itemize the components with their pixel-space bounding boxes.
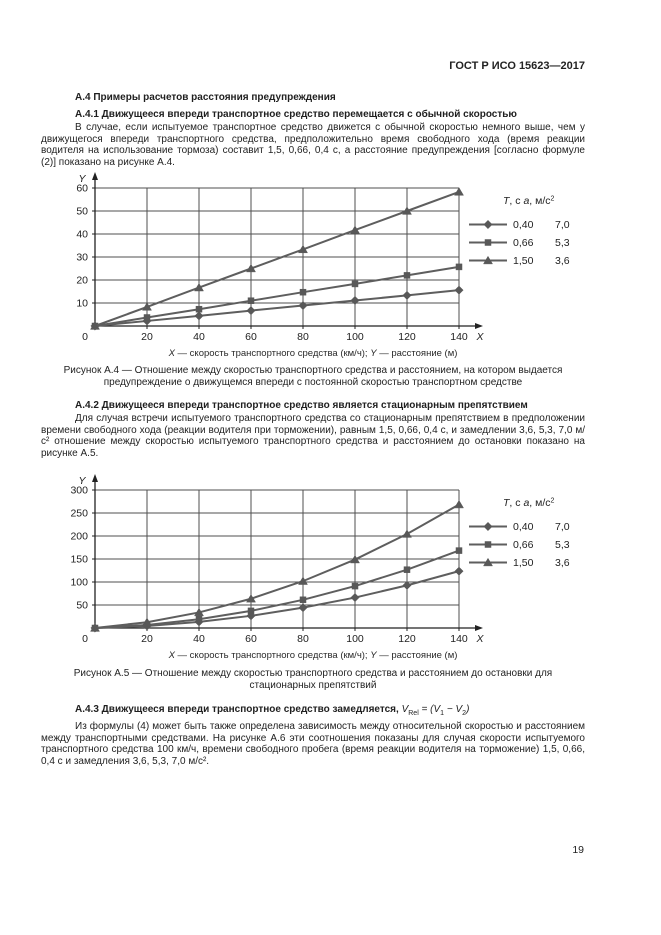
section-a41-paragraph: В случае, если испытуемое транспортное с… bbox=[41, 122, 585, 168]
svg-text:30: 30 bbox=[76, 252, 88, 264]
svg-text:140: 140 bbox=[450, 331, 468, 343]
svg-text:40: 40 bbox=[76, 229, 88, 241]
svg-text:80: 80 bbox=[297, 633, 309, 645]
figure-a5-caption: Рисунок А.5 — Отношение между скоростью … bbox=[73, 668, 553, 692]
figure-a5-axis-note: X — скорость транспортного средства (км/… bbox=[41, 650, 585, 662]
axis-x-description: — скорость транспортного средства (км/ч)… bbox=[174, 348, 371, 360]
svg-text:T, с a, м/с2: T, с a, м/с2 bbox=[503, 497, 555, 509]
svg-text:T, с a, м/с2: T, с a, м/с2 bbox=[503, 195, 555, 207]
svg-text:120: 120 bbox=[398, 633, 416, 645]
section-a43-paragraph: Из формулы (4) может быть также определе… bbox=[41, 720, 585, 767]
axis-y-description: — расстояние (м) bbox=[376, 650, 458, 662]
page-content: ГОСТ Р ИСО 15623—2017 А.4 Примеры расчет… bbox=[41, 60, 601, 767]
section-a43-heading: А.4.3 Движущееся впереди транспортное ср… bbox=[41, 704, 585, 720]
svg-text:60: 60 bbox=[245, 633, 257, 645]
axis-y-variable: Y bbox=[370, 348, 377, 360]
section-a43-heading-text: А.4.3 Движущееся впереди транспортное ср… bbox=[75, 703, 402, 715]
svg-text:0: 0 bbox=[82, 331, 88, 343]
axis-y-description: — расстояние (м) bbox=[376, 348, 458, 360]
svg-text:0,40: 0,40 bbox=[513, 521, 534, 533]
svg-text:X: X bbox=[475, 331, 484, 343]
chart-canvas: 10 20 30 40 50 60 20 40 60 80 100 120 140 0 Y X T, с a, … bbox=[76, 172, 570, 343]
svg-text:100: 100 bbox=[346, 633, 364, 645]
svg-text:100: 100 bbox=[70, 577, 88, 589]
svg-text:0,66: 0,66 bbox=[513, 237, 534, 249]
section-a4-heading: А.4 Примеры расчетов расстояния предупре… bbox=[75, 92, 336, 103]
svg-text:300: 300 bbox=[70, 485, 88, 497]
svg-text:80: 80 bbox=[297, 331, 309, 343]
svg-text:140: 140 bbox=[450, 633, 468, 645]
axis-y-variable: Y bbox=[370, 650, 377, 662]
svg-text:10: 10 bbox=[76, 298, 88, 310]
svg-text:3,6: 3,6 bbox=[555, 255, 570, 267]
svg-text:20: 20 bbox=[76, 275, 88, 287]
svg-text:20: 20 bbox=[141, 633, 153, 645]
svg-text:50: 50 bbox=[76, 206, 88, 218]
svg-text:150: 150 bbox=[70, 554, 88, 566]
svg-text:1,50: 1,50 bbox=[513, 255, 534, 267]
svg-text:50: 50 bbox=[76, 600, 88, 612]
svg-text:5,3: 5,3 bbox=[555, 539, 570, 551]
svg-text:250: 250 bbox=[70, 508, 88, 520]
axis-x-variable: X bbox=[168, 348, 175, 360]
figure-a4-chart: 10 20 30 40 50 60 20 40 60 80 100 120 140 0 Y X T, с a, … bbox=[41, 170, 601, 348]
page-number: 19 bbox=[572, 844, 584, 856]
svg-text:1,50: 1,50 bbox=[513, 557, 534, 569]
svg-text:0,40: 0,40 bbox=[513, 219, 534, 231]
figure-a4-caption: Рисунок А.4 — Отношение между скоростью … bbox=[63, 365, 563, 389]
figure-a4-axis-note: X — скорость транспортного средства (км/… bbox=[41, 348, 585, 360]
svg-text:7,0: 7,0 bbox=[555, 219, 570, 231]
section-a41-heading: А.4.1 Движущееся впереди транспортное ср… bbox=[75, 109, 517, 120]
relative-speed-formula: VRel = (V1 − V2) bbox=[401, 703, 470, 717]
svg-text:20: 20 bbox=[141, 331, 153, 343]
svg-text:100: 100 bbox=[346, 331, 364, 343]
svg-text:0: 0 bbox=[82, 633, 88, 645]
axis-x-description: — скорость транспортного средства (км/ч)… bbox=[174, 650, 371, 662]
svg-text:5,3: 5,3 bbox=[555, 237, 570, 249]
chart-canvas: 50 100 150 200 250 300 20 40 60 80 100 120 140 0 Y X T, … bbox=[70, 474, 570, 645]
axis-x-variable: X bbox=[168, 650, 175, 662]
svg-text:X: X bbox=[475, 633, 484, 645]
svg-text:40: 40 bbox=[193, 633, 205, 645]
svg-text:40: 40 bbox=[193, 331, 205, 343]
section-a42-heading: А.4.2 Движущееся впереди транспортное ср… bbox=[75, 399, 528, 411]
svg-text:Y: Y bbox=[78, 475, 86, 487]
svg-text:60: 60 bbox=[76, 183, 88, 195]
svg-text:200: 200 bbox=[70, 531, 88, 543]
svg-text:60: 60 bbox=[245, 331, 257, 343]
figure-a5-chart: 50 100 150 200 250 300 20 40 60 80 100 120 140 0 Y X T, … bbox=[41, 472, 601, 650]
section-a42-paragraph: Для случая встречи испытуемого транспорт… bbox=[41, 412, 585, 459]
svg-text:0,66: 0,66 bbox=[513, 539, 534, 551]
svg-text:120: 120 bbox=[398, 331, 416, 343]
svg-text:Y: Y bbox=[78, 173, 86, 185]
document-header: ГОСТ Р ИСО 15623—2017 bbox=[449, 60, 585, 72]
svg-text:3,6: 3,6 bbox=[555, 557, 570, 569]
svg-text:7,0: 7,0 bbox=[555, 521, 570, 533]
